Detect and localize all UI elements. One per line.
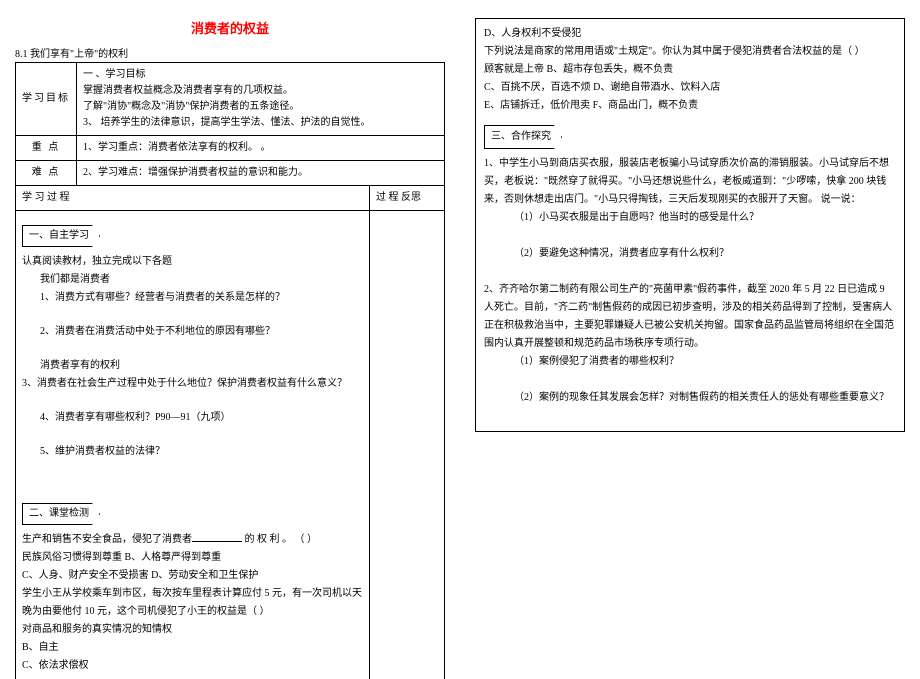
s3-q3: （1）案例侵犯了消费者的哪些权利？ [514, 353, 896, 371]
lesson-table: 学习目标 一 、学习目标 掌握消费者权益概念及消费者享有的几项权益。 了解"消协… [15, 62, 445, 679]
s3-q4: （2）案例的现象任其发展会怎样？对制售假药的相关责任人的惩处有哪些重要意义？ [514, 389, 896, 407]
s3-p1: 1、中学生小马到商店买衣服，服装店老板骗小马试穿质次价高的滞销服装。小马试穿后不… [484, 155, 896, 209]
difficulty-cell: 2、学习难点：增强保护消费者权益的意识和能力。 [77, 161, 445, 186]
s2-l1: 生产和销售不安全食品，侵犯了消费者 的 权 利 。 （ ） [22, 531, 363, 549]
s1-q5: 5、维护消费者权益的法律？ [40, 443, 363, 461]
section-tag-2: 二、课堂检测 [22, 503, 100, 525]
r-l2: 下列说法是商家的常用用语或"土规定"。你认为其中属于侵犯消费者合法权益的是（ ） [484, 43, 896, 61]
r-l3: 顾客就是上帝 B、超市存包丢失，概不负责 [484, 61, 896, 79]
process-label: 学 习 过 程 [16, 186, 370, 211]
goals-header: 一 、学习目标 [83, 69, 146, 80]
s2-l3: C、人身、财产安全不受损害 D、劳动安全和卫生保护 [22, 567, 363, 585]
s2-l1a: 生产和销售不安全食品，侵犯了消费者 [22, 534, 192, 545]
section-tag-3: 三、合作探究 [484, 125, 562, 149]
s2-l2: 民族风俗习惯得到尊重 B、人格尊严得到尊重 [22, 549, 363, 567]
goals-cell: 一 、学习目标 掌握消费者权益概念及消费者享有的几项权益。 了解"消协"概念及"… [77, 63, 445, 136]
process-body: 一、自主学习 认真阅读教材，独立完成以下各题 我们都是消费者 1、消费方式有哪些… [16, 211, 370, 679]
s1-q4: 4、消费者享有哪些权利？P90—91（九项） [40, 409, 363, 427]
difficulty-label: 难 点 [16, 161, 77, 186]
goal-line-1: 掌握消费者权益概念及消费者享有的几项权益。 [83, 85, 293, 96]
r-l1: D、人身权利不受侵犯 [484, 25, 896, 43]
r-l4: C、百挑不厌，百选不烦 D、谢绝自带酒水、饮料入店 [484, 79, 896, 97]
s1-h2: 消费者享有的权利 [40, 357, 363, 375]
right-box: D、人身权利不受侵犯 下列说法是商家的常用用语或"土规定"。你认为其中属于侵犯消… [475, 18, 905, 432]
keypoint-label: 重 点 [16, 136, 77, 161]
blank-1 [192, 531, 242, 542]
doc-title: 消费者的权益 [15, 18, 445, 37]
section-tag-1: 一、自主学习 [22, 225, 100, 247]
s2-l7: C、依法求偿权 [22, 657, 363, 675]
reflection-body [370, 211, 445, 679]
goals-label: 学习目标 [16, 63, 77, 136]
s1-h1: 我们都是消费者 [40, 271, 363, 289]
s2-l5: 对商品和服务的真实情况的知情权 [22, 621, 363, 639]
s2-l1b: 的 权 利 。 （ ） [242, 534, 317, 545]
s2-l6: B、自主 [22, 639, 363, 657]
s3-q2: （2）要避免这种情况，消费者应享有什么权利？ [514, 245, 896, 263]
r-l5: E、店铺拆迁，低价甩卖 F、商品出门，概不负责 [484, 97, 896, 115]
goal-line-3: 3、 培养学生的法律意识，提高学生学法、懂法、护法的自觉性。 [83, 117, 371, 128]
s2-l4: 学生小王从学校乘车到市区，每次按车里程表计算应付 5 元，有一次司机以天晚为由要… [22, 585, 363, 621]
s1-q2: 2、消费者在消费活动中处于不利地位的原因有哪些？ [40, 323, 363, 341]
s3-q1: （1）小马买衣服是出于自愿吗？他当时的感受是什么？ [514, 209, 896, 227]
right-column: D、人身权利不受侵犯 下列说法是商家的常用用语或"土规定"。你认为其中属于侵犯消… [460, 0, 920, 650]
section-number: 8.1 我们享有"上帝"的权利 [15, 45, 445, 60]
s1-q1: 1、消费方式有哪些？经营者与消费者的关系是怎样的？ [40, 289, 363, 307]
reflection-label: 过 程 反思 [370, 186, 445, 211]
s1-q3: 3、消费者在社会生产过程中处于什么地位？保护消费者权益有什么意义？ [22, 375, 363, 393]
s1-intro: 认真阅读教材，独立完成以下各题 [22, 253, 363, 271]
keypoint-cell: 1、学习重点：消费者依法享有的权利。 。 [77, 136, 445, 161]
goal-line-2: 了解"消协"概念及"消协"保护消费者的五条途径。 [83, 101, 299, 112]
s3-p2: 2、齐齐哈尔第二制药有限公司生产的"亮菌甲素"假药事件，截至 2020 年 5 … [484, 281, 896, 353]
